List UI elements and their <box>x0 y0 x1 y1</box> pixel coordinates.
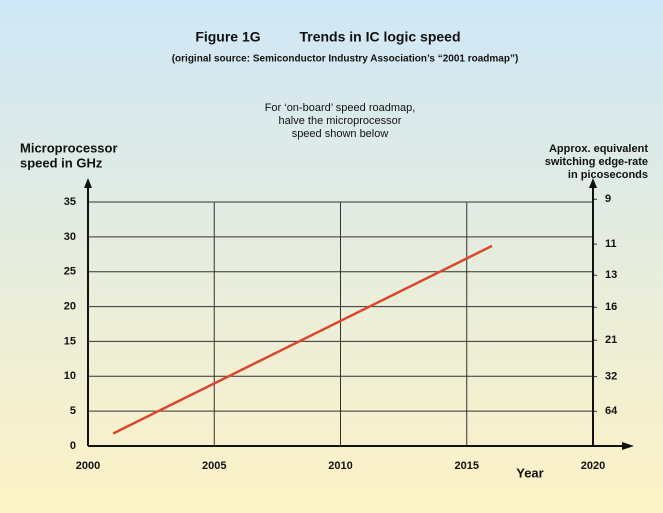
x-tick-label: 2010 <box>328 460 352 472</box>
y2-axis-label: in picoseconds <box>568 169 648 181</box>
y-axis-label: Microprocessor <box>20 140 118 155</box>
y2-axis-label: switching edge-rate <box>545 156 648 168</box>
y-tick-label: 20 <box>64 300 76 312</box>
y2-tick-label: 13 <box>605 269 617 281</box>
annotation: speed shown below <box>292 128 389 140</box>
y2-tick-label: 16 <box>605 301 617 313</box>
x-tick-label: 2000 <box>76 460 100 472</box>
y2-tick-label: 32 <box>605 371 617 383</box>
arrow <box>622 442 634 450</box>
y2-tick-label: 21 <box>605 334 617 346</box>
x-tick-label: 2020 <box>581 460 605 472</box>
arrow <box>84 178 92 188</box>
y-tick-label: 10 <box>64 370 76 382</box>
annotation: For ‘on-board’ speed roadmap, <box>265 102 416 114</box>
y-tick-label: 30 <box>64 231 76 243</box>
y2-tick-label: 9 <box>605 193 611 205</box>
x-tick-label: 2015 <box>455 460 479 472</box>
y2-tick-label: 64 <box>605 405 618 417</box>
y2-axis-label: Approx. equivalent <box>549 143 648 155</box>
x-tick-label: 2005 <box>202 460 226 472</box>
x-axis-label: Year <box>516 465 543 480</box>
y-tick-label: 5 <box>70 405 76 417</box>
y2-tick-label: 11 <box>605 238 617 250</box>
y-tick-label: 15 <box>64 335 76 347</box>
data-line <box>112 244 493 435</box>
y-tick-label: 25 <box>64 266 76 278</box>
y-tick-label: 35 <box>64 196 76 208</box>
chart-title: Figure 1G <box>195 29 260 45</box>
annotation: halve the microprocessor <box>279 115 402 127</box>
y-tick-label: 0 <box>70 440 76 452</box>
arrow <box>589 178 597 188</box>
chart-subtitle: (original source: Semiconductor Industry… <box>172 54 519 65</box>
chart-title: Trends in IC logic speed <box>299 29 460 45</box>
y-axis-label: speed in GHz <box>20 155 103 170</box>
